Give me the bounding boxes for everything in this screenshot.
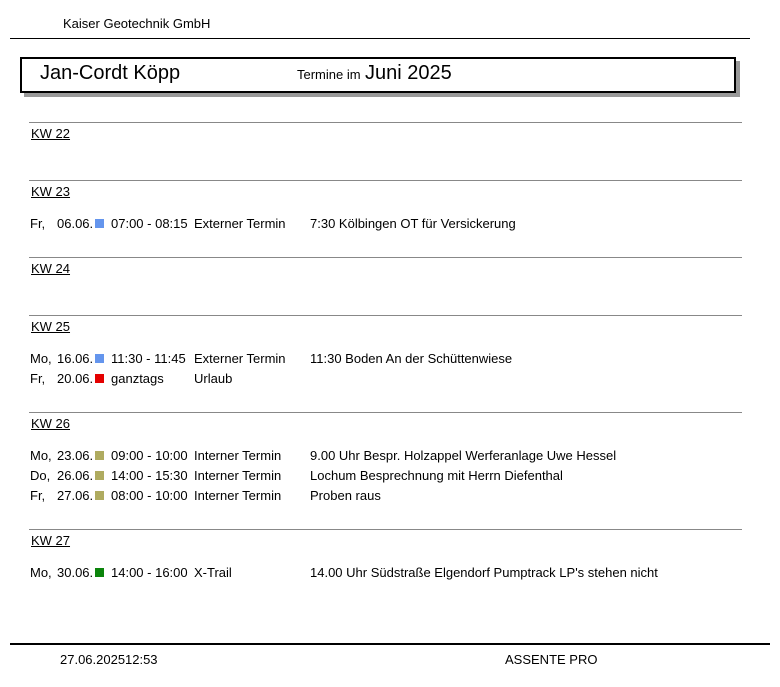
appointment-description: Proben raus	[310, 487, 381, 503]
week-label: KW 27	[31, 533, 71, 548]
week-label: KW 24	[31, 261, 71, 276]
week-section: KW 24	[0, 257, 780, 315]
appointment-row: Mo, 23.06. 09:00 - 10:00 Interner Termin 9.0…	[0, 445, 780, 465]
week-label: KW 25	[31, 319, 71, 334]
print-date: 27.06.2025	[60, 652, 126, 667]
category-color-cell	[95, 353, 111, 363]
appointment-day: Fr,	[30, 370, 46, 386]
appointment-rows: Mo, 16.06. 11:30 - 11:45 Externer Termin 11:…	[0, 348, 780, 388]
footer-divider	[10, 643, 770, 645]
category-color-icon	[95, 373, 104, 383]
appointment-category: X-Trail	[194, 564, 232, 580]
week-divider	[29, 180, 742, 181]
appointment-description: 11:30 Boden An der Schüttenwiese	[310, 350, 513, 366]
title-box: Jan-Cordt Köpp Termine im Juni 2025	[20, 57, 736, 93]
week-section: KW 27 Mo, 30.06. 14:00 - 16:00 X-Trail 14.00 …	[0, 529, 780, 606]
week-section: KW 26 Mo, 23.06. 09:00 - 10:00 Interner Term…	[0, 412, 780, 529]
appointment-day: Do,	[30, 467, 51, 483]
appointment-day: Fr,	[30, 487, 46, 503]
appointment-category: Interner Termin	[194, 487, 282, 503]
appointment-description: 9.00 Uhr Bespr. Holzappel Werferanlage U…	[310, 447, 617, 463]
week-divider	[29, 529, 742, 530]
appointment-time: 09:00 - 10:00	[111, 447, 188, 463]
category-color-icon	[95, 450, 104, 460]
appointment-time: ganztags	[111, 370, 164, 386]
category-color-icon	[95, 567, 104, 577]
appointment-date: 16.06.	[57, 350, 94, 366]
week-divider	[29, 315, 742, 316]
subtitle-prefix: Termine im	[297, 67, 361, 82]
category-color-cell	[95, 373, 111, 383]
category-color-icon	[95, 353, 104, 363]
week-label: KW 23	[31, 184, 71, 199]
appointment-date: 23.06.	[57, 447, 94, 463]
category-color-icon	[95, 470, 104, 480]
category-color-icon	[95, 218, 104, 228]
category-color-cell	[95, 567, 111, 577]
weeks-list: KW 22 KW 23 Fr, 06.06. 07:00 - 08:15 Externer…	[0, 122, 780, 606]
header-divider	[10, 38, 750, 39]
company-name: Kaiser Geotechnik GmbH	[63, 16, 211, 31]
appointment-day: Mo,	[30, 564, 52, 580]
category-color-cell	[95, 470, 111, 480]
app-name: ASSENTE PRO	[505, 652, 598, 667]
category-color-cell	[95, 218, 111, 228]
week-section: KW 25 Mo, 16.06. 11:30 - 11:45 Externer Term…	[0, 315, 780, 412]
week-section: KW 23 Fr, 06.06. 07:00 - 08:15 Externer Term…	[0, 180, 780, 257]
category-color-icon	[95, 490, 104, 500]
appointment-row: Fr, 27.06. 08:00 - 10:00 Interner Termin Pro…	[0, 485, 780, 505]
week-section: KW 22	[0, 122, 780, 180]
week-divider	[29, 257, 742, 258]
appointment-category: Externer Termin	[194, 350, 286, 366]
appointment-row: Mo, 30.06. 14:00 - 16:00 X-Trail 14.00 Uhr S…	[0, 562, 780, 582]
appointment-category: Externer Termin	[194, 215, 286, 231]
week-label: KW 26	[31, 416, 71, 431]
appointment-date: 06.06.	[57, 215, 94, 231]
appointment-description: Lochum Besprechnung mit Herrn Diefenthal	[310, 467, 563, 483]
appointment-rows: Mo, 30.06. 14:00 - 16:00 X-Trail 14.00 Uhr S…	[0, 562, 780, 582]
appointment-time: 14:00 - 16:00	[111, 564, 188, 580]
appointment-time: 08:00 - 10:00	[111, 487, 188, 503]
month-title: Juni 2025	[365, 62, 452, 84]
appointment-category: Urlaub	[194, 370, 233, 386]
appointment-row: Fr, 20.06. ganztags Urlaub	[0, 368, 780, 388]
appointment-category: Interner Termin	[194, 447, 282, 463]
appointment-date: 27.06.	[57, 487, 94, 503]
report-subtitle: Termine im Juni 2025	[297, 62, 452, 85]
appointment-time: 07:00 - 08:15	[111, 215, 188, 231]
appointment-day: Fr,	[30, 215, 46, 231]
appointment-category: Interner Termin	[194, 467, 282, 483]
appointment-time: 11:30 - 11:45	[111, 350, 186, 366]
appointment-day: Mo,	[30, 447, 52, 463]
week-divider	[29, 122, 742, 123]
category-color-cell	[95, 450, 111, 460]
appointment-day: Mo,	[30, 350, 52, 366]
appointment-rows: Mo, 23.06. 09:00 - 10:00 Interner Termin 9.0…	[0, 445, 780, 505]
week-label: KW 22	[31, 126, 71, 141]
appointment-date: 30.06.	[57, 564, 94, 580]
appointment-date: 26.06.	[57, 467, 94, 483]
appointment-description: 14.00 Uhr Südstraße Elgendorf Pumptrack …	[310, 564, 658, 580]
appointment-time: 14:00 - 15:30	[111, 467, 188, 483]
person-name: Jan-Cordt Köpp	[40, 62, 181, 84]
print-time: 12:53	[125, 652, 158, 667]
appointment-row: Mo, 16.06. 11:30 - 11:45 Externer Termin 11:…	[0, 348, 780, 368]
appointment-rows: Fr, 06.06. 07:00 - 08:15 Externer Termin 7:3…	[0, 213, 780, 233]
appointment-description: 7:30 Kölbingen OT für Versickerung	[310, 215, 516, 231]
appointment-date: 20.06.	[57, 370, 94, 386]
appointment-row: Fr, 06.06. 07:00 - 08:15 Externer Termin 7:3…	[0, 213, 780, 233]
week-divider	[29, 412, 742, 413]
category-color-cell	[95, 490, 111, 500]
appointment-row: Do, 26.06. 14:00 - 15:30 Interner Termin Loc…	[0, 465, 780, 485]
